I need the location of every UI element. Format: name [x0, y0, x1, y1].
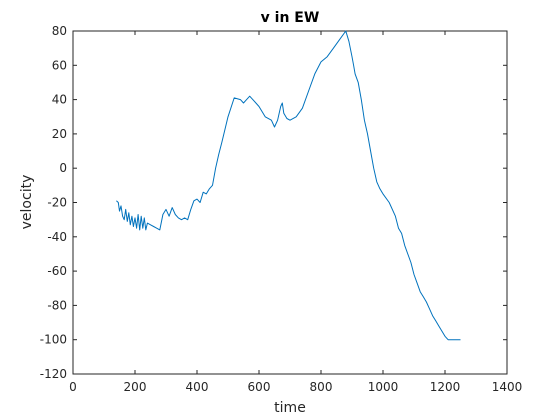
chart-title: v in EW	[261, 10, 320, 26]
x-tick-label: 200	[124, 380, 147, 394]
plot-area	[72, 30, 508, 375]
x-tick-label: 600	[248, 380, 271, 394]
y-tick-label: 20	[52, 127, 67, 141]
y-tick-label: -20	[47, 196, 67, 210]
x-tick-label: 1400	[492, 380, 523, 394]
axes-box	[72, 30, 508, 375]
y-tick-label: -120	[40, 367, 67, 381]
x-tick-label: 1000	[368, 380, 399, 394]
y-tick-label: 80	[52, 24, 67, 38]
y-tick-label: -100	[40, 333, 67, 347]
y-tick-label: 60	[52, 58, 67, 72]
series-line	[116, 30, 461, 341]
x-axis-label: time	[274, 400, 306, 416]
x-axis: 0 200 400 600 800 1000 1200 1400	[69, 31, 522, 394]
x-tick-label: 0	[69, 380, 77, 394]
y-tick-label: -60	[47, 264, 67, 278]
y-axis-label: velocity	[19, 175, 35, 230]
y-axis: -120 -100 -80 -60 -40 -20 0 20 40 60 80	[40, 24, 507, 381]
y-tick-label: 0	[59, 161, 67, 175]
x-tick-label: 800	[310, 380, 333, 394]
x-tick-label: 1200	[430, 380, 461, 394]
y-tick-label: -80	[47, 298, 67, 312]
x-tick-label: 400	[186, 380, 209, 394]
y-tick-label: -40	[47, 230, 67, 244]
y-tick-label: 40	[52, 93, 67, 107]
